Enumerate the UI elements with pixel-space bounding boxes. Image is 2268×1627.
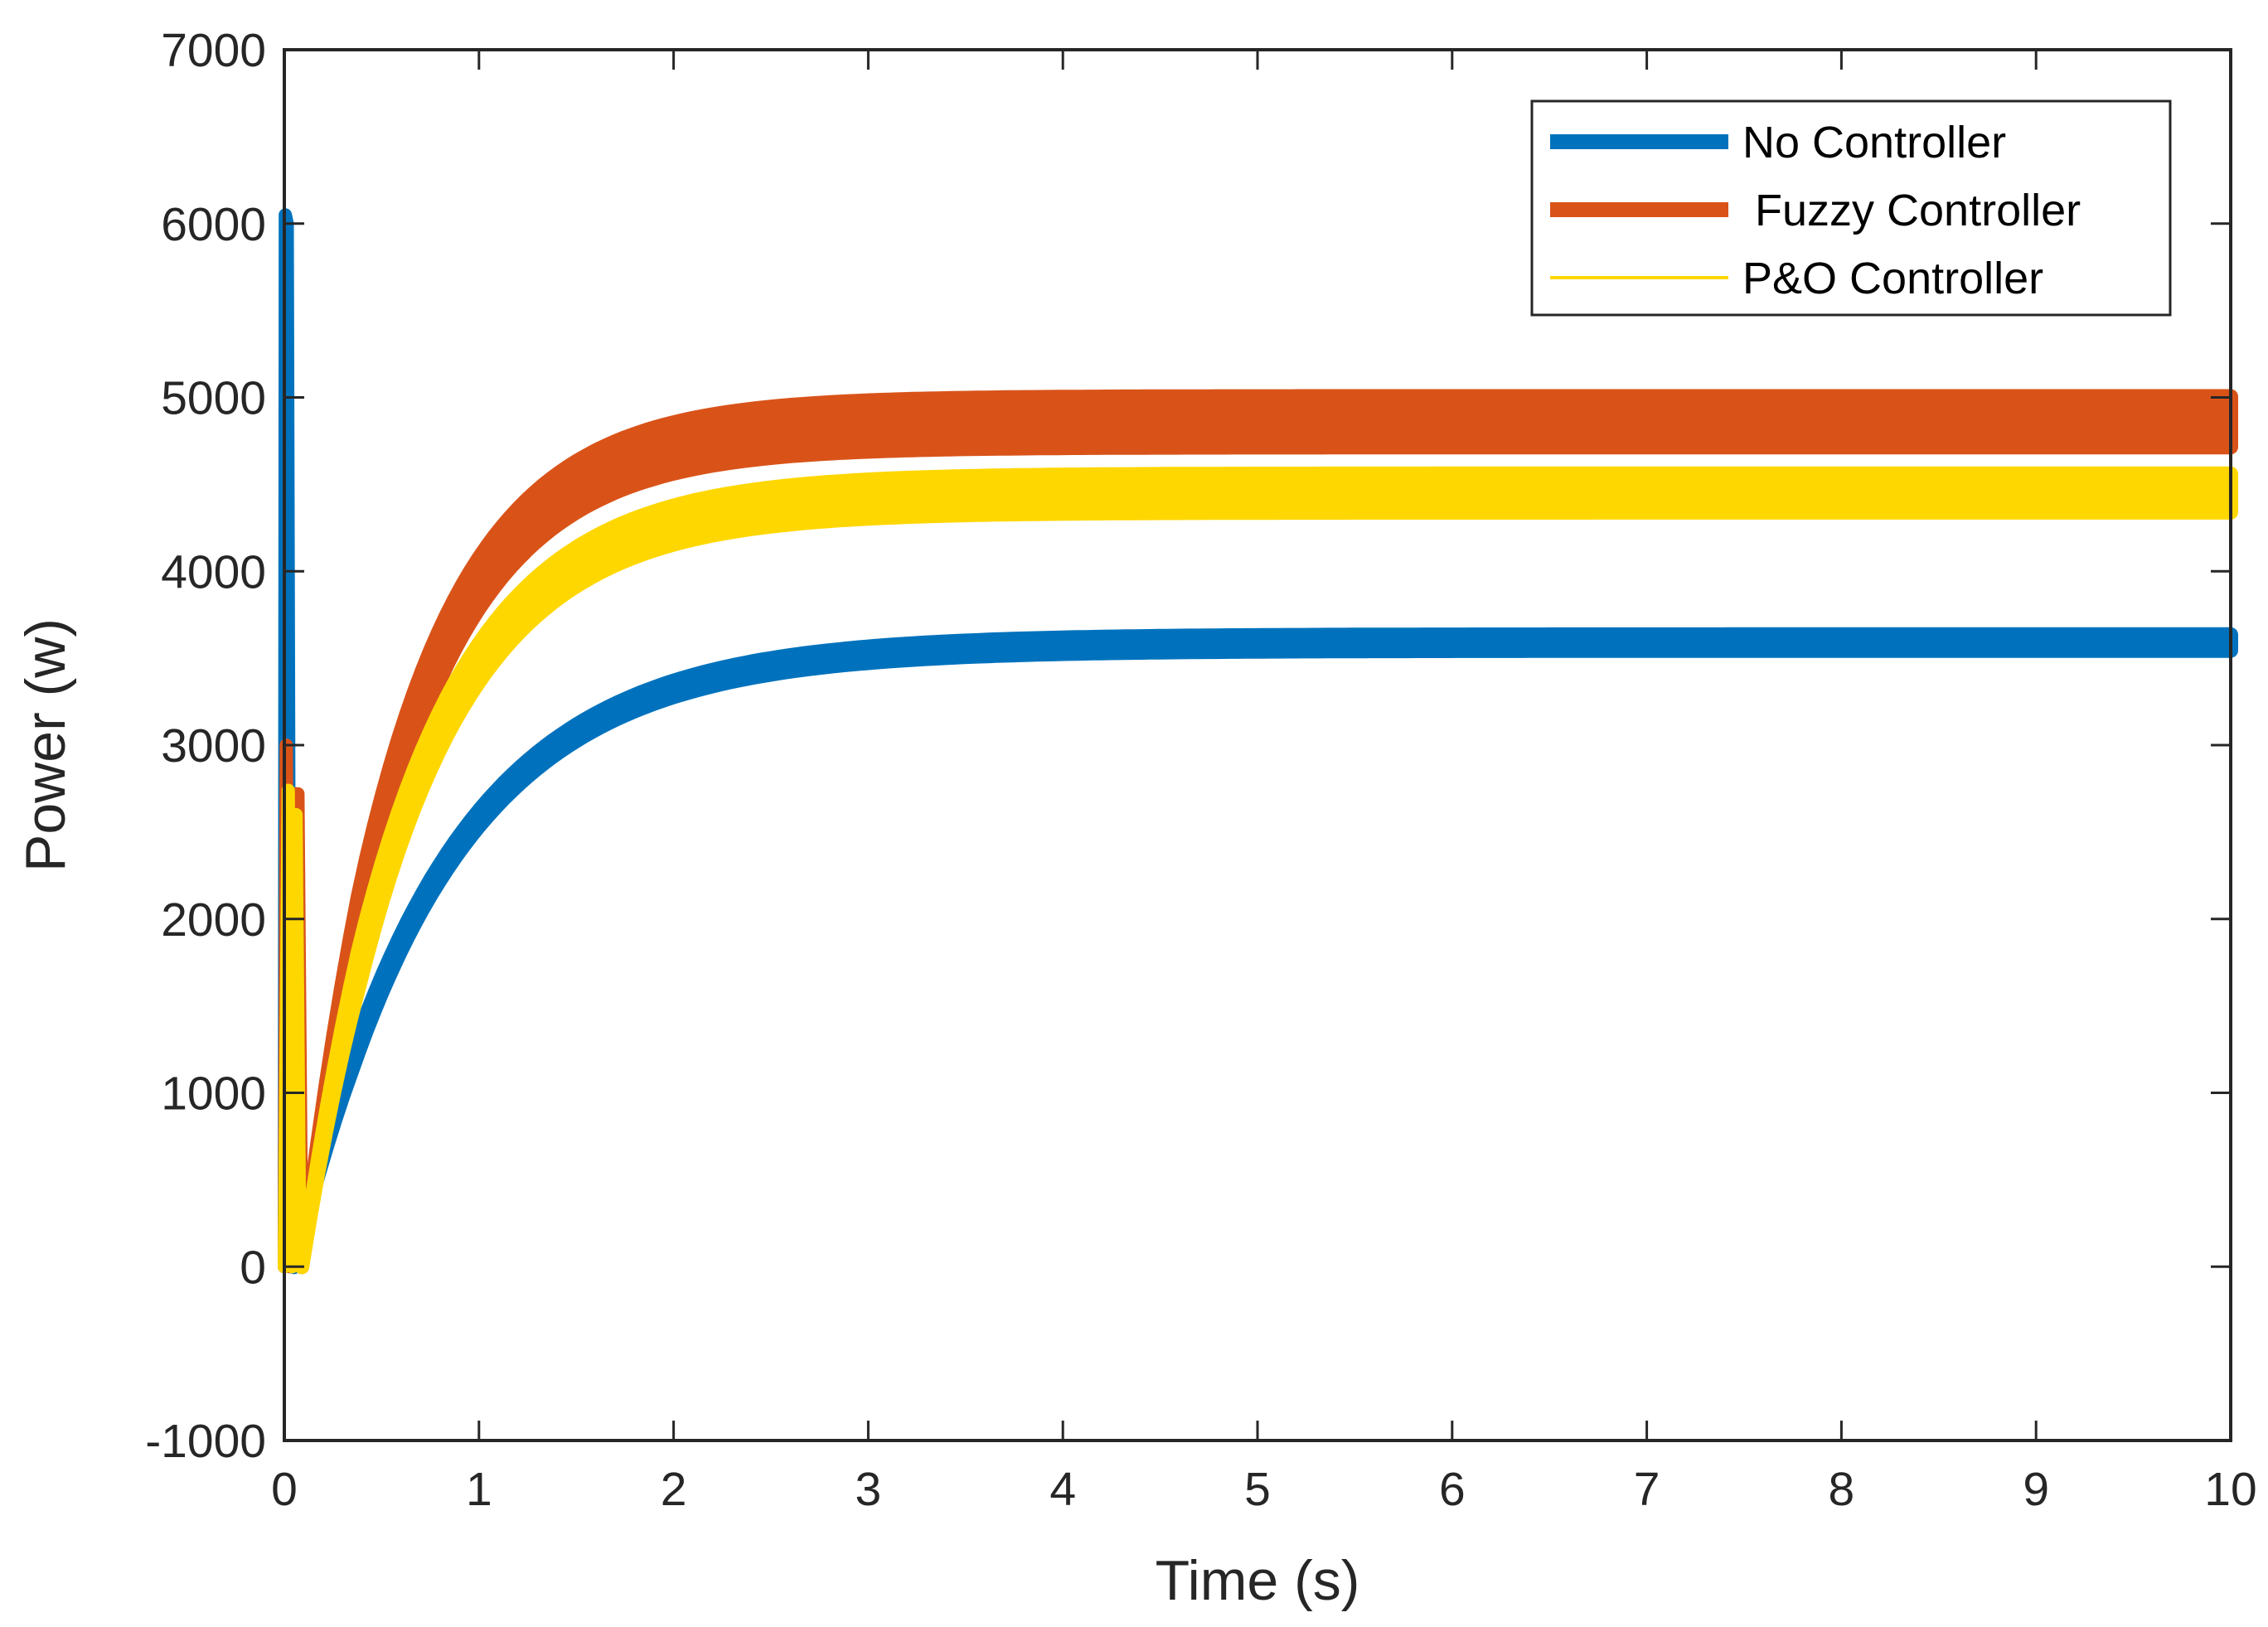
y-tick-label: 1000 (161, 1068, 266, 1121)
series-layer (278, 208, 2238, 1275)
series-band-fuzzy-controller (294, 389, 2238, 1275)
series-transient-p-o-controller (278, 783, 309, 1274)
x-axis-label: Time (s) (1156, 1549, 1360, 1612)
y-tick-label: 2000 (161, 893, 266, 947)
x-tick-label: 7 (1634, 1463, 1660, 1516)
x-tick-label: 9 (2023, 1463, 2049, 1516)
y-tick-label: 5000 (161, 372, 266, 425)
legend-label: P&O Controller (1742, 254, 2043, 303)
x-tick-label: 2 (661, 1463, 687, 1516)
series-band-p-o-controller (294, 466, 2238, 1275)
y-tick-label: 3000 (161, 719, 266, 772)
x-tick-label: 10 (2204, 1463, 2256, 1516)
legend: No Controller Fuzzy Controller P&O Contro… (1530, 99, 2172, 317)
y-tick-label: 6000 (161, 198, 266, 251)
x-tick-label: 4 (1049, 1463, 1076, 1516)
x-tick-label: 0 (271, 1463, 298, 1516)
legend-label: Fuzzy Controller (1742, 186, 2081, 235)
legend-label: No Controller (1742, 118, 2006, 167)
y-tick-label: -1000 (145, 1415, 266, 1468)
x-tick-label: 3 (855, 1463, 882, 1516)
y-tick-label: 4000 (161, 545, 266, 598)
series-band-no-controller (286, 627, 2238, 1275)
ticks-layer: 0 1 2 3 4 5 6 7 8 9 10-100001000200030004000500060… (145, 24, 2257, 1516)
x-tick-label: 6 (1439, 1463, 1466, 1516)
legend-items: No Controller Fuzzy Controller P&O Contro… (1550, 118, 2081, 303)
y-tick-label: 7000 (161, 24, 266, 77)
x-tick-label: 8 (1829, 1463, 1855, 1516)
x-tick-label: 1 (466, 1463, 492, 1516)
x-tick-label: 5 (1244, 1463, 1271, 1516)
y-axis-label: Power (w) (14, 618, 77, 872)
y-tick-label: 0 (240, 1241, 266, 1294)
